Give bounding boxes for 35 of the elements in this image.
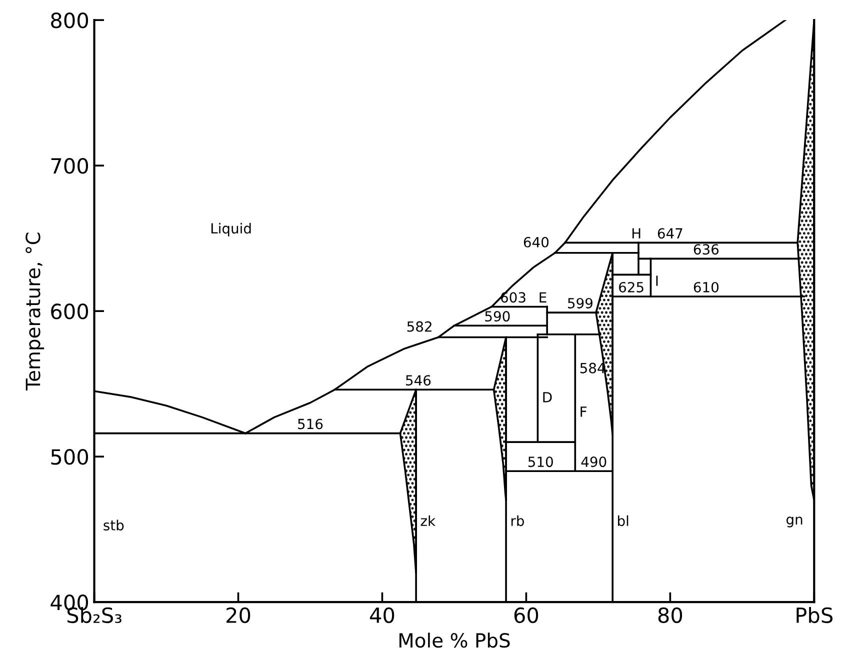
annotation: 599 [568, 298, 592, 308]
y-tick-label: 700 [51, 158, 88, 174]
annotation: gn [786, 516, 802, 528]
annotation: 584 [580, 362, 606, 374]
x-axis-title: Mole % PbS [399, 632, 510, 648]
annotation: 510 [528, 456, 553, 468]
y-axis-title: Temperature, °C [26, 232, 44, 391]
annotation: E [540, 292, 546, 302]
annotation: 516 [298, 418, 323, 430]
x-tick-label: 80 [658, 607, 682, 624]
annotation: Liquid [211, 222, 251, 236]
annotation: 636 [694, 244, 719, 255]
y-tick-label: 600 [51, 304, 88, 320]
annotation: rb [511, 515, 524, 526]
annotation: I [656, 276, 658, 286]
x-tick-label: 60 [514, 607, 538, 624]
annotation: 582 [407, 321, 432, 332]
annotation: 610 [694, 282, 718, 292]
annotation: 590 [485, 311, 510, 322]
annotation: H [632, 228, 640, 238]
annotation: 640 [524, 236, 549, 248]
annotation: zk [420, 515, 436, 526]
annotation: stb [104, 520, 124, 530]
annotation: bl [618, 515, 628, 526]
annotation: D [543, 392, 552, 402]
annotation: 647 [658, 228, 682, 239]
y-tick-label: 800 [51, 12, 88, 28]
annotation: 546 [406, 375, 431, 386]
x-tick-label: PbS [796, 606, 832, 624]
annotation: F [580, 406, 586, 417]
annotation: 490 [581, 456, 606, 468]
x-tick-label: 40 [370, 607, 394, 624]
y-tick-label: 500 [51, 449, 88, 465]
annotation: 625 [619, 282, 644, 292]
x-tick-label: 20 [226, 607, 250, 624]
